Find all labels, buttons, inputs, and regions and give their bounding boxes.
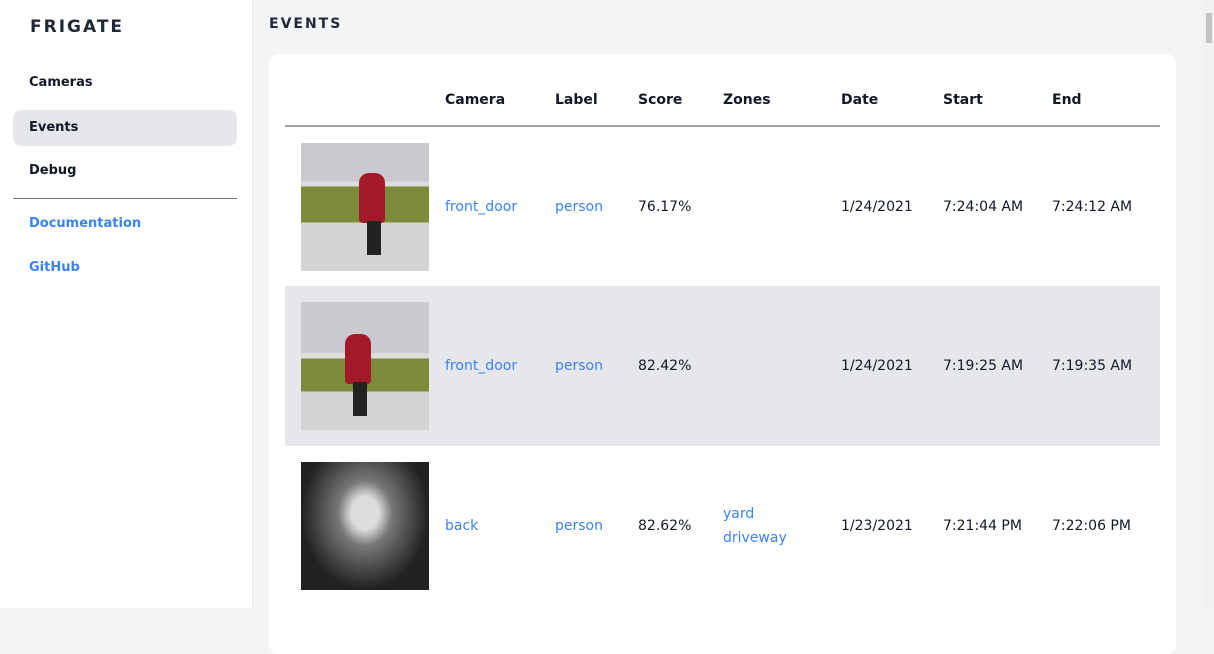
zones: [723, 286, 841, 446]
header-camera: Camera: [445, 74, 555, 127]
start-time: 7:19:25 AM: [943, 286, 1052, 446]
end-time: 7:24:12 AM: [1052, 198, 1133, 215]
events-card: Camera Label Score Zones Date Start End …: [269, 54, 1176, 654]
header-score: Score: [638, 74, 723, 127]
date: 1/24/2021: [841, 286, 943, 446]
scrollbar-thumb[interactable]: [1206, 13, 1212, 43]
date: 1/23/2021: [841, 518, 913, 534]
sidebar-item-events[interactable]: Events: [13, 110, 237, 146]
score: 82.42%: [638, 286, 723, 446]
event-thumbnail[interactable]: [301, 302, 429, 430]
zones: [723, 126, 841, 286]
start-time: 7:24:04 AM: [943, 198, 1024, 215]
table-row[interactable]: front_door person 82.42% 1/24/2021 7:19:…: [285, 286, 1160, 446]
table-row[interactable]: back person 82.62% yard driveway 1/23/202…: [285, 446, 1160, 606]
score: 76.17%: [638, 198, 692, 215]
sidebar-divider: [13, 198, 237, 199]
label-link[interactable]: person: [555, 198, 603, 215]
zone-link[interactable]: driveway: [723, 530, 787, 546]
camera-link[interactable]: back: [445, 518, 479, 534]
sidebar-item-cameras[interactable]: Cameras: [29, 75, 93, 90]
date: 1/24/2021: [841, 198, 913, 215]
label-link[interactable]: person: [555, 518, 603, 534]
sidebar-item-debug[interactable]: Debug: [29, 163, 77, 178]
end-time: 7:22:06 PM: [1052, 518, 1131, 534]
label-link[interactable]: person: [555, 286, 638, 446]
event-thumbnail[interactable]: [301, 462, 429, 590]
header-label: Label: [555, 74, 638, 127]
header-zones: Zones: [723, 74, 841, 127]
header-start: Start: [943, 74, 1052, 127]
camera-link[interactable]: front_door: [445, 198, 518, 215]
table-header: Camera Label Score Zones Date Start End: [285, 74, 1160, 127]
brand-logo[interactable]: FRIGATE: [30, 17, 125, 37]
link-github[interactable]: GitHub: [29, 260, 80, 275]
event-thumbnail[interactable]: [301, 142, 429, 271]
zones: yard driveway: [723, 446, 841, 606]
start-time: 7:21:44 PM: [943, 518, 1022, 534]
zone-link[interactable]: yard: [723, 506, 755, 522]
sidebar: FRIGATE Cameras Events Debug Documentati…: [0, 0, 253, 608]
page-title: EVENTS: [269, 16, 343, 32]
scrollbar[interactable]: [1203, 0, 1214, 608]
link-documentation[interactable]: Documentation: [29, 216, 142, 231]
end-time: 7:19:35 AM: [1052, 286, 1160, 446]
header-date: Date: [841, 74, 943, 127]
header-end: End: [1052, 74, 1160, 127]
score: 82.62%: [638, 518, 692, 534]
events-table: Camera Label Score Zones Date Start End …: [285, 74, 1160, 606]
camera-link[interactable]: front_door: [445, 286, 555, 446]
header-thumbnail: [285, 74, 445, 127]
table-row[interactable]: front_door person 76.17% 1/24/2021 7:24:…: [285, 126, 1160, 286]
